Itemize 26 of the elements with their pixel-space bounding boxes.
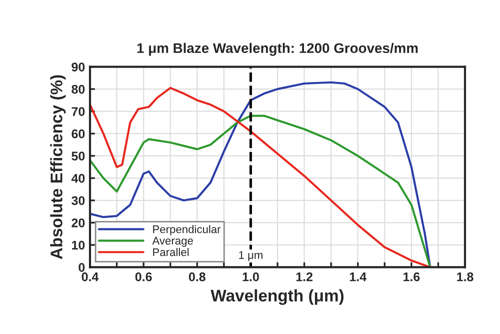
y-axis-title: Absolute Efficiency (%) — [50, 75, 66, 260]
y-tick-label: 30 — [72, 196, 85, 206]
x-tick-label: 1.8 — [457, 272, 474, 282]
x-tick-label: 1.2 — [296, 272, 312, 282]
x-tick-label: 1.6 — [404, 272, 420, 282]
y-tick-label: 0 — [78, 263, 85, 272]
y-tick-label: 10 — [72, 240, 85, 250]
y-tick-label: 70 — [72, 107, 85, 116]
y-tick-label: 50 — [72, 152, 85, 161]
x-axis-title: Wavelength (μm) — [210, 289, 344, 305]
legend-label: Average — [152, 236, 193, 247]
x-tick-label: 0.8 — [188, 272, 206, 282]
legend-label: Parallel — [153, 248, 189, 256]
y-tick-label: 60 — [72, 129, 85, 138]
y-tick-label: 40 — [71, 174, 85, 183]
x-tick-label: 1.0 — [242, 272, 259, 282]
x-tick-label: 1.4 — [350, 272, 366, 282]
y-tick-label: 20 — [72, 218, 85, 228]
y-tick-label: 90 — [72, 62, 85, 72]
chart-title: 1 μm Blaze Wavelength: 1200 Grooves/mm — [137, 42, 418, 56]
legend-label: Perpendicular — [153, 225, 221, 236]
x-tick-label: 0.6 — [135, 272, 152, 282]
x-tick-label: 0.4 — [82, 272, 99, 282]
y-tick-label: 80 — [72, 84, 85, 94]
ref-line-label: 1 μm — [239, 251, 262, 262]
line-series — [90, 114, 432, 268]
